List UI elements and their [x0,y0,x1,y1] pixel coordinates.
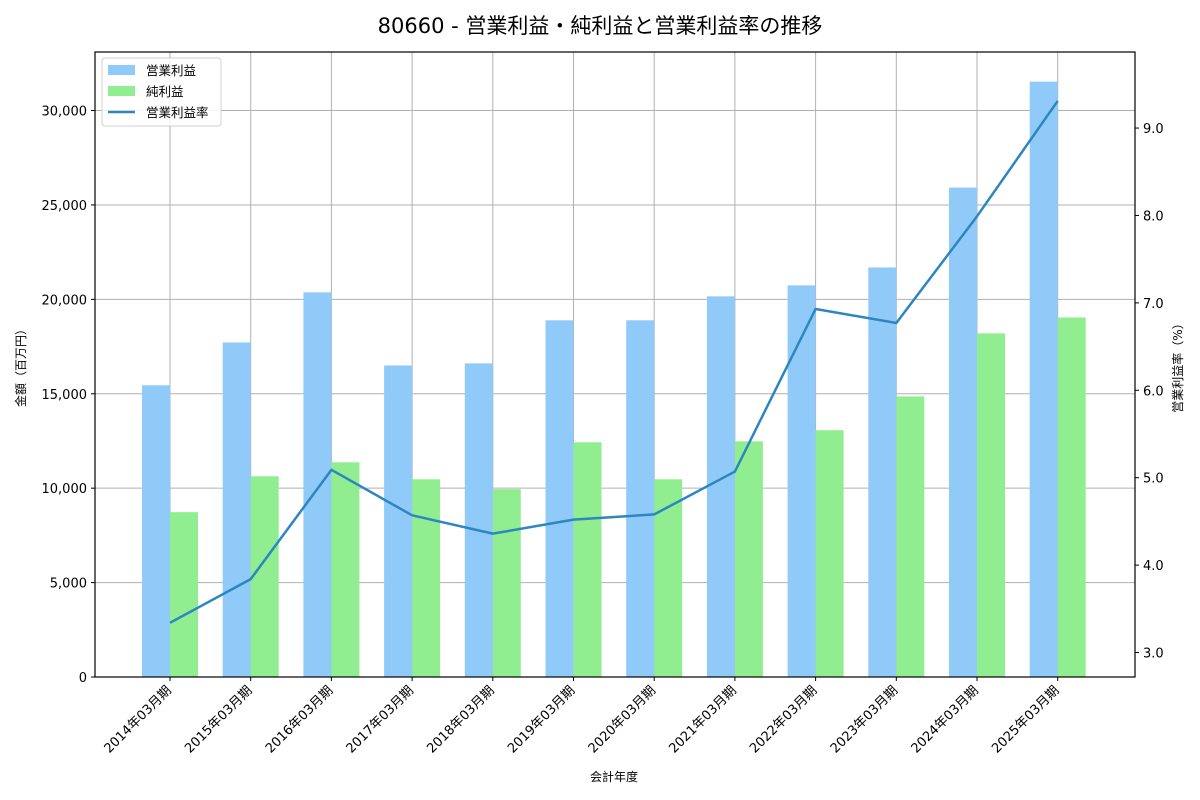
legend-label: 純利益 [146,84,184,99]
bar-net-profit [412,479,441,677]
legend-swatch [108,65,135,75]
y-tick-label: 25,000 [42,199,88,214]
bar-operating-profit [384,365,413,677]
bar-operating-profit [464,363,493,677]
y2-tick-label: 6.0 [1143,384,1164,399]
bar-net-profit [734,441,763,677]
bar-net-profit [896,396,925,677]
left-y-axis: 0 5,000 10,000 15,000 20,000 25,000 30,000 [42,105,95,686]
x-tick-label: 2018年03月期 [424,683,497,756]
y-tick-label: 30,000 [42,105,88,120]
bar-operating-profit [868,267,897,677]
y2-tick-label: 7.0 [1143,297,1164,312]
y2-tick-label: 9.0 [1143,122,1164,137]
x-tick-label: 2019年03月期 [505,683,578,756]
y-tick-label: 20,000 [42,293,88,308]
x-tick-label: 2015年03月期 [182,683,255,756]
bar-net-profit [492,489,521,677]
chart-title: 80660 - 営業利益・純利益と営業利益率の推移 [377,14,823,38]
x-tick-label: 2023年03月期 [828,683,901,756]
bar-net-profit [654,479,683,677]
y2-tick-label: 4.0 [1143,559,1164,574]
y2-tick-label: 3.0 [1143,647,1164,662]
bar-operating-profit [949,187,977,677]
legend-label: 営業利益 [146,63,196,78]
y-axis-label: 金額（百万円） [13,323,28,407]
operating-margin-line [169,100,1059,624]
bar-operating-profit [1029,81,1058,677]
bar-operating-profit [626,320,655,677]
x-axis-label: 会計年度 [590,769,638,784]
bar-series [142,81,1086,677]
x-tick-label: 2021年03月期 [666,683,739,756]
plot-frame [94,51,1136,678]
bar-net-profit [1057,317,1086,677]
bar-operating-profit [545,320,574,677]
x-tick-label: 2016年03月期 [263,683,336,756]
legend-label: 営業利益率 [146,105,209,120]
y2-tick-label: 8.0 [1143,209,1164,224]
y-tick-label: 0 [79,671,87,686]
y-tick-label: 15,000 [42,388,88,403]
bar-operating-profit [303,292,332,677]
bar-net-profit [250,476,279,677]
y-tick-label: 5,000 [50,577,87,592]
x-tick-label: 2022年03月期 [747,683,820,756]
bar-net-profit [170,512,198,677]
bar-operating-profit [706,296,735,677]
y2-axis-label: 営業利益率（%） [1170,317,1185,412]
x-tick-label: 2024年03月期 [909,683,982,756]
bar-operating-profit [142,385,170,677]
legend-swatch [108,86,135,96]
bar-net-profit [573,442,602,677]
line-series [169,100,1059,624]
right-y-axis: 3.0 4.0 5.0 6.0 7.0 8.0 9.0 [1135,122,1164,662]
y-tick-label: 10,000 [42,482,88,497]
bar-operating-profit [222,342,251,677]
x-tick-label: 2025年03月期 [989,683,1062,756]
y2-tick-label: 5.0 [1143,472,1164,487]
x-tick-label: 2014年03月期 [102,683,175,756]
x-tick-label: 2017年03月期 [344,683,417,756]
bar-net-profit [331,462,360,677]
bar-operating-profit [787,285,816,677]
bar-net-profit [977,333,1005,677]
bar-net-profit [815,430,844,677]
x-axis: 2014年03月期 2015年03月期 2016年03月期 2017年03月期 2018… [102,677,1063,757]
x-tick-label: 2020年03月期 [586,683,659,756]
